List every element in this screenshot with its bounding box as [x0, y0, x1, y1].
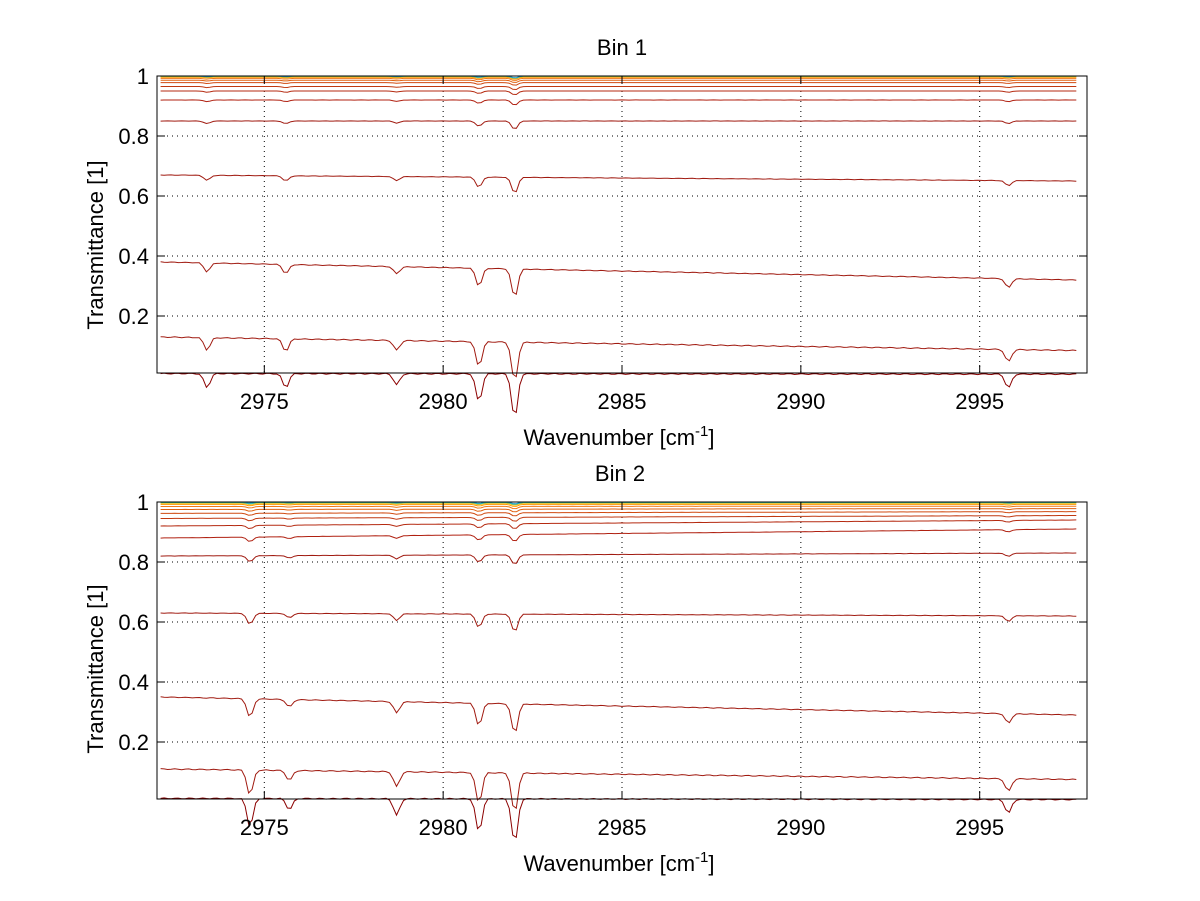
series-line	[160, 514, 1077, 522]
axis-ticks: 2975 2980 2985 2990 2995 0.2 0.4 0.6 0.8 1	[118, 64, 1087, 414]
x-tick-label: 2995	[955, 389, 1004, 414]
series-layer	[160, 75, 1077, 414]
series-line	[160, 503, 1077, 507]
grid-lines	[157, 501, 1087, 799]
y-axis-label: Transmittance [1]	[83, 584, 108, 753]
x-axis-label: Wavenumber [cm-1]	[523, 849, 714, 876]
series-line	[160, 174, 1077, 193]
series-line	[160, 528, 1077, 542]
series-line	[160, 336, 1077, 378]
chart-title: Bin 1	[597, 35, 647, 60]
series-layer	[160, 501, 1077, 839]
axis-ticks: 2975 2980 2985 2990 2995 0.2 0.4 0.6 0.8 1	[118, 490, 1087, 840]
y-tick-label: 0.8	[118, 124, 149, 149]
series-line	[160, 86, 1077, 91]
y-tick-label: 0.2	[118, 730, 149, 755]
chart-panel-bin-2: Bin 2 Transmittance [1] Wavenumber [cm-1…	[83, 461, 1088, 876]
series-line	[160, 612, 1077, 631]
x-tick-label: 2990	[776, 815, 825, 840]
x-tick-label: 2995	[955, 815, 1004, 840]
x-tick-label: 2980	[419, 389, 468, 414]
series-line	[160, 79, 1077, 83]
y-tick-label: 1	[137, 490, 149, 515]
x-axis-label-main: Wavenumber [cm	[523, 425, 695, 450]
axes-box	[156, 501, 1088, 800]
chart-panel-bin-1: Bin 1 Transmittance [1] Wavenumber [cm-1…	[83, 35, 1088, 450]
series-line	[160, 82, 1077, 86]
series-line	[160, 120, 1077, 129]
y-tick-label: 1	[137, 64, 149, 89]
y-tick-label: 0.2	[118, 304, 149, 329]
x-axis-label-end: ]	[708, 851, 714, 876]
y-tick-label: 0.6	[118, 184, 149, 209]
series-line	[160, 519, 1077, 530]
series-line	[160, 76, 1077, 80]
series-line	[160, 508, 1077, 513]
x-axis-label-superscript: -1	[695, 849, 708, 866]
y-tick-label: 0.8	[118, 550, 149, 575]
y-tick-label: 0.4	[118, 670, 149, 695]
series-line	[160, 502, 1077, 505]
y-axis-label: Transmittance [1]	[83, 160, 108, 329]
series-line	[160, 505, 1077, 510]
chart-title: Bin 2	[595, 461, 645, 486]
series-line	[160, 502, 1077, 506]
x-axis-label-superscript: -1	[695, 423, 708, 440]
x-tick-label: 2985	[598, 389, 647, 414]
x-axis-label-end: ]	[708, 425, 714, 450]
series-line	[160, 511, 1077, 517]
x-axis-label-main: Wavenumber [cm	[523, 851, 695, 876]
series-line	[160, 552, 1077, 564]
x-tick-label: 2975	[240, 389, 289, 414]
x-tick-label: 2990	[776, 389, 825, 414]
series-line	[160, 99, 1077, 106]
series-line	[160, 261, 1077, 295]
x-tick-label: 2980	[419, 815, 468, 840]
x-tick-label: 2985	[598, 815, 647, 840]
y-tick-label: 0.4	[118, 244, 149, 269]
series-line	[160, 696, 1077, 732]
series-line	[160, 768, 1077, 810]
x-tick-label: 2975	[240, 815, 289, 840]
y-tick-label: 0.6	[118, 610, 149, 635]
series-line	[160, 77, 1077, 81]
x-axis-label: Wavenumber [cm-1]	[523, 423, 714, 450]
series-line	[160, 90, 1077, 96]
